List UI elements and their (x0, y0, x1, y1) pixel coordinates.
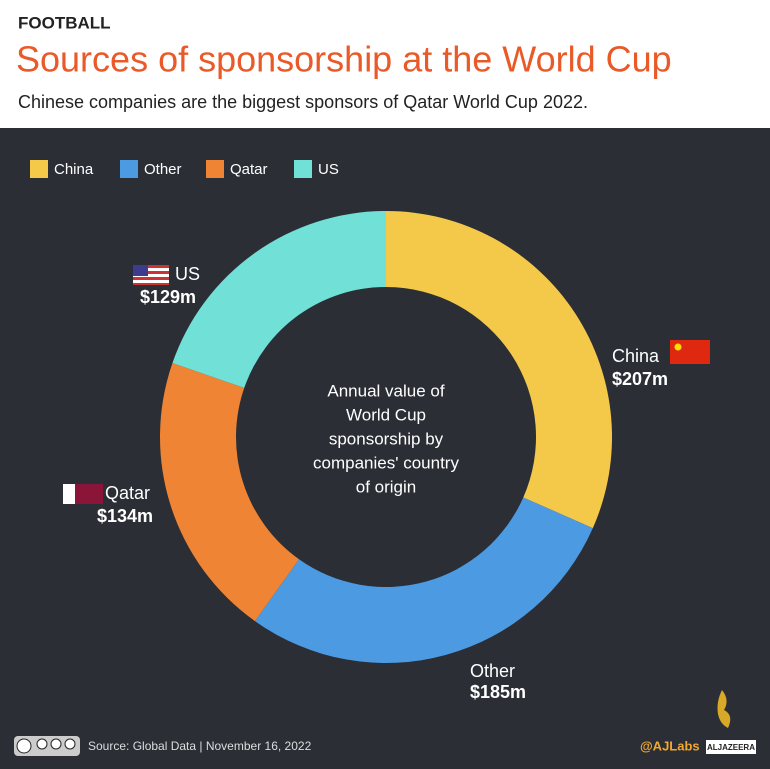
center-text: sponsorship by (329, 429, 444, 448)
legend-label: Other (144, 161, 182, 178)
donut-segment (254, 497, 593, 663)
china-flag (670, 340, 710, 364)
legend-swatch (120, 160, 138, 178)
us-flag (133, 265, 169, 285)
donut-segment (172, 211, 386, 388)
center-text: companies' country (313, 453, 459, 472)
center-text: Annual value of (327, 381, 444, 400)
legend-label: Qatar (230, 161, 268, 178)
kicker: FOOTBALL (18, 13, 111, 32)
subtitle: Chinese companies are the biggest sponso… (18, 92, 588, 112)
brand-logo (717, 690, 731, 728)
value-label: $185m (470, 682, 526, 702)
value-label: $134m (97, 506, 153, 526)
credit: @AJLabs (640, 738, 700, 753)
center-text: of origin (356, 477, 416, 496)
center-text: World Cup (346, 405, 426, 424)
value-label: $207m (612, 369, 668, 389)
donut-segment (386, 211, 612, 529)
qatar-flag (63, 484, 103, 504)
legend-swatch (294, 160, 312, 178)
source: Source: Global Data | November 16, 2022 (88, 739, 312, 753)
legend-swatch (30, 160, 48, 178)
segment-label: China (612, 346, 660, 366)
chart-title: Sources of sponsorship at the World Cup (16, 39, 672, 80)
donut-segment (160, 363, 300, 622)
segment-label: Other (470, 661, 515, 681)
segment-label: US (175, 264, 200, 284)
legend-label: US (318, 161, 339, 178)
cc-license-icon (14, 736, 80, 756)
segment-label: Qatar (105, 483, 150, 503)
legend-label: China (54, 161, 94, 178)
value-label: $129m (140, 287, 196, 307)
legend-swatch (206, 160, 224, 178)
brand: ALJAZEERA (707, 743, 755, 752)
brand-box (706, 740, 756, 754)
